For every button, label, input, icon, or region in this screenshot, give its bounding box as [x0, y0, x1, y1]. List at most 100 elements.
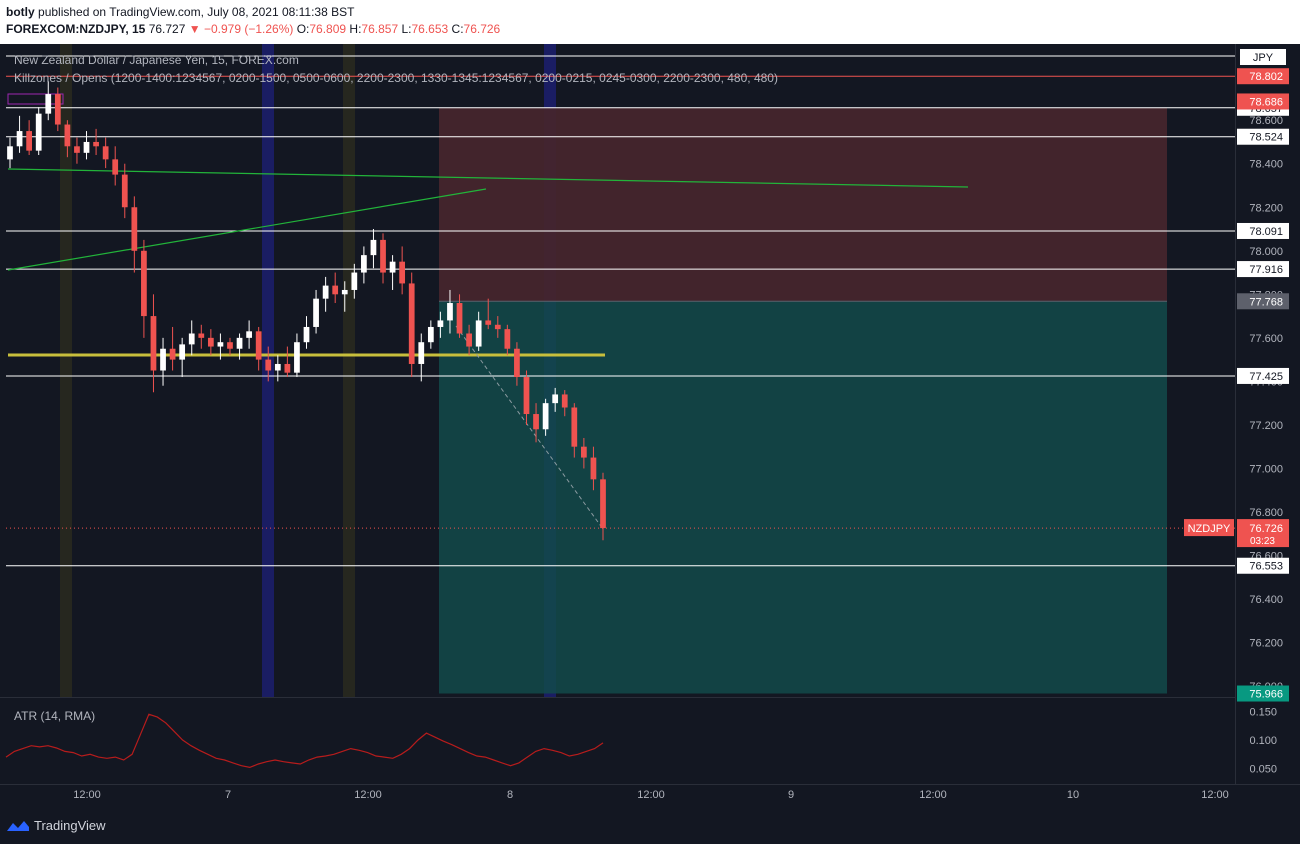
atr-label: ATR (14, RMA)	[14, 709, 95, 723]
candle[interactable]	[456, 294, 463, 338]
author-name[interactable]: botly	[6, 5, 35, 19]
candle[interactable]	[332, 272, 339, 304]
killzone-marker-box[interactable]	[7, 93, 64, 105]
low-label: L:	[401, 22, 412, 36]
candle[interactable]	[102, 137, 109, 169]
candle[interactable]	[427, 320, 434, 349]
candle[interactable]	[131, 196, 138, 273]
candle-body	[246, 331, 252, 338]
candle-body	[475, 320, 482, 347]
time-tick-label: 12:00	[354, 789, 382, 801]
candle-body	[514, 348, 520, 378]
candle[interactable]	[188, 320, 195, 356]
candle[interactable]	[169, 326, 176, 371]
candle[interactable]	[322, 276, 329, 312]
close-label: C:	[451, 22, 464, 36]
candle[interactable]	[408, 272, 415, 378]
candle[interactable]	[552, 387, 559, 412]
candle-body	[523, 377, 530, 415]
candle[interactable]	[533, 403, 539, 443]
candle[interactable]	[475, 311, 482, 351]
candle[interactable]	[380, 233, 386, 284]
close-value: 76.726	[463, 22, 501, 36]
candle[interactable]	[523, 370, 530, 425]
candle[interactable]	[581, 437, 587, 469]
candle[interactable]	[561, 390, 568, 417]
atr-line[interactable]	[5, 713, 604, 769]
candle[interactable]	[274, 355, 281, 382]
candle[interactable]	[361, 246, 367, 284]
candle[interactable]	[141, 239, 147, 338]
candle[interactable]	[284, 346, 291, 378]
tradingview-logo[interactable]: TradingView	[6, 818, 106, 833]
footer: TradingView	[0, 806, 1300, 844]
candle[interactable]	[341, 281, 348, 312]
candle[interactable]	[7, 137, 13, 169]
candle[interactable]	[26, 120, 32, 156]
candle[interactable]	[236, 333, 243, 360]
candle[interactable]	[447, 289, 453, 334]
candle[interactable]	[466, 324, 472, 356]
trend-line-rising[interactable]	[7, 188, 487, 271]
candle[interactable]	[227, 337, 233, 356]
candle[interactable]	[207, 329, 214, 356]
candle[interactable]	[294, 333, 300, 378]
level-tag-bg	[1237, 222, 1289, 239]
price-tick-label: 77.600	[1249, 333, 1283, 345]
candle-body	[581, 446, 587, 458]
trend-line-flat[interactable]	[7, 168, 969, 188]
candle-body	[64, 124, 71, 147]
take-profit-zone[interactable]	[439, 301, 1167, 694]
candle[interactable]	[370, 229, 377, 269]
candle[interactable]	[255, 326, 262, 371]
candle[interactable]	[571, 403, 578, 458]
candle[interactable]	[265, 346, 272, 382]
candle[interactable]	[399, 246, 406, 295]
chart-canvas[interactable]: 78.60078.40078.20078.00077.80077.60077.4…	[0, 44, 1300, 806]
candle[interactable]	[64, 120, 71, 158]
candle[interactable]	[485, 298, 492, 330]
candle[interactable]	[437, 311, 444, 338]
time-tick-label: 9	[788, 789, 794, 801]
symbol-tag: NZDJPY	[1188, 523, 1231, 535]
candle[interactable]	[504, 324, 511, 356]
candle[interactable]	[600, 472, 606, 541]
current-price-tag-bg	[1237, 519, 1289, 548]
candle[interactable]	[351, 263, 358, 299]
candle[interactable]	[198, 324, 205, 349]
candle[interactable]	[542, 398, 549, 436]
candle[interactable]	[160, 337, 166, 386]
candle[interactable]	[121, 163, 128, 219]
candle[interactable]	[303, 316, 310, 349]
candle[interactable]	[389, 255, 396, 290]
candle[interactable]	[150, 294, 157, 393]
candle[interactable]	[54, 87, 61, 132]
entry-tag: 77.768	[1249, 296, 1283, 308]
candle[interactable]	[494, 316, 501, 338]
candle-body	[265, 359, 272, 371]
candle[interactable]	[514, 342, 520, 386]
candle[interactable]	[313, 289, 319, 334]
candle-body	[294, 342, 300, 373]
level-tag: 76.553	[1249, 561, 1283, 573]
candle[interactable]	[112, 146, 119, 186]
candle[interactable]	[74, 137, 80, 164]
candle[interactable]	[83, 131, 90, 160]
candle-body	[600, 479, 606, 529]
candle[interactable]	[418, 333, 425, 382]
target-tag-bg	[1237, 685, 1289, 702]
candle[interactable]	[246, 320, 252, 349]
candle-body	[7, 146, 13, 160]
candle[interactable]	[217, 333, 224, 360]
candle[interactable]	[590, 446, 597, 491]
target-tag: 75.966	[1249, 689, 1283, 701]
currency-tag[interactable]: JPY	[1253, 52, 1274, 64]
legend-indicator[interactable]: Killzones / Opens (1200-1400:1234567, 02…	[14, 71, 778, 85]
candle-body	[399, 261, 406, 284]
candle[interactable]	[45, 81, 52, 121]
candle[interactable]	[16, 115, 23, 153]
high-value: 76.857	[361, 22, 399, 36]
candle[interactable]	[93, 128, 99, 156]
candle[interactable]	[35, 107, 42, 156]
candle[interactable]	[179, 337, 186, 378]
